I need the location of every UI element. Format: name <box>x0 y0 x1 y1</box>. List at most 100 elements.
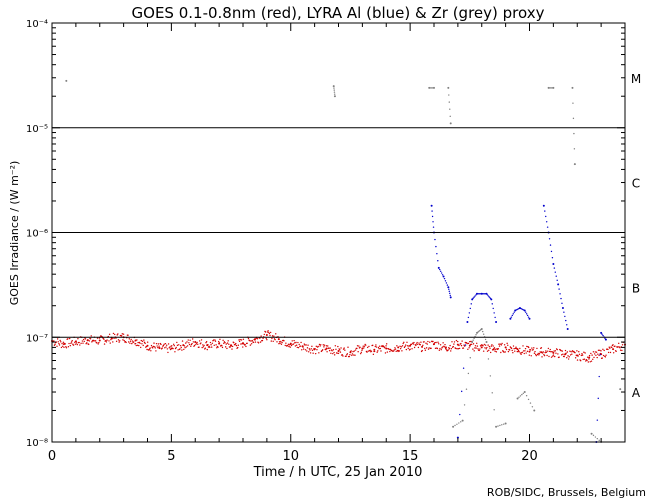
data-point <box>408 345 410 347</box>
data-point <box>139 342 141 345</box>
data-point <box>599 352 602 355</box>
data-point <box>260 335 262 337</box>
data-point <box>518 396 520 398</box>
data-point <box>330 352 332 354</box>
data-point <box>605 354 607 356</box>
data-point <box>513 348 515 350</box>
data-point <box>204 347 207 349</box>
data-point <box>560 297 562 300</box>
data-point <box>518 307 520 310</box>
data-point <box>445 282 448 284</box>
data-point <box>378 348 380 350</box>
data-point <box>146 341 149 343</box>
data-point <box>500 351 502 354</box>
data-point <box>288 344 291 346</box>
data-point <box>583 358 586 360</box>
data-point <box>556 348 558 351</box>
data-point <box>94 340 97 342</box>
data-point <box>276 341 278 343</box>
data-point <box>460 421 462 423</box>
data-point <box>453 341 456 343</box>
data-point <box>441 346 444 348</box>
data-point <box>320 344 322 346</box>
data-point <box>188 343 191 346</box>
data-point <box>470 303 472 305</box>
data-point <box>394 347 396 349</box>
data-point <box>490 345 492 347</box>
data-point <box>400 346 402 348</box>
data-point <box>587 361 590 363</box>
data-point <box>343 347 345 349</box>
data-point <box>262 337 264 340</box>
data-point <box>532 348 534 351</box>
y-tick-label: 10⁻⁸ <box>26 438 48 449</box>
data-point <box>167 351 169 354</box>
data-point <box>487 295 490 297</box>
data-point <box>200 339 203 341</box>
data-point <box>229 346 231 348</box>
data-point <box>603 349 605 352</box>
data-point <box>492 345 494 347</box>
data-point <box>213 344 215 347</box>
data-point <box>468 312 471 314</box>
data-point <box>68 342 70 345</box>
data-point <box>619 388 622 391</box>
data-point <box>337 352 340 355</box>
data-point <box>442 275 445 278</box>
data-point <box>150 350 152 352</box>
data-point <box>522 345 524 347</box>
data-point <box>292 343 295 345</box>
data-point <box>488 349 490 352</box>
data-point <box>323 346 325 348</box>
data-point <box>445 348 447 350</box>
data-point <box>486 350 489 352</box>
data-point <box>307 344 309 346</box>
data-point <box>456 423 458 425</box>
data-point <box>231 348 233 350</box>
data-point <box>244 344 246 346</box>
data-point <box>295 344 298 346</box>
data-point <box>93 340 95 342</box>
data-point <box>412 343 415 345</box>
data-point <box>449 292 451 295</box>
data-point <box>197 343 199 345</box>
data-point <box>166 348 169 350</box>
data-point <box>533 409 536 412</box>
data-point <box>555 275 557 277</box>
data-point <box>245 345 247 348</box>
data-point <box>569 354 572 356</box>
data-point <box>297 346 300 349</box>
data-point <box>365 344 367 346</box>
data-point <box>495 425 498 428</box>
data-point <box>240 339 243 341</box>
data-point <box>347 346 349 348</box>
data-point <box>438 349 441 351</box>
data-point <box>562 353 564 355</box>
data-point <box>473 337 475 340</box>
data-point <box>515 346 517 348</box>
data-point <box>585 360 587 362</box>
data-point <box>529 402 532 404</box>
data-point <box>155 350 157 352</box>
data-point <box>431 210 433 212</box>
data-point <box>189 339 191 341</box>
data-point <box>437 266 440 269</box>
data-point <box>268 332 271 335</box>
data-point <box>572 102 574 104</box>
data-point <box>122 339 124 341</box>
data-point <box>543 354 546 357</box>
data-point <box>619 347 621 349</box>
data-point <box>136 339 138 341</box>
data-point <box>557 283 560 286</box>
data-point <box>573 132 575 135</box>
data-point <box>458 422 460 424</box>
data-point <box>448 101 450 103</box>
data-point <box>566 356 568 359</box>
data-point <box>268 331 270 334</box>
data-point <box>333 95 336 98</box>
data-point <box>503 344 506 346</box>
data-point <box>67 346 70 348</box>
data-point <box>299 345 302 347</box>
data-point <box>466 320 469 323</box>
data-point <box>153 346 156 348</box>
